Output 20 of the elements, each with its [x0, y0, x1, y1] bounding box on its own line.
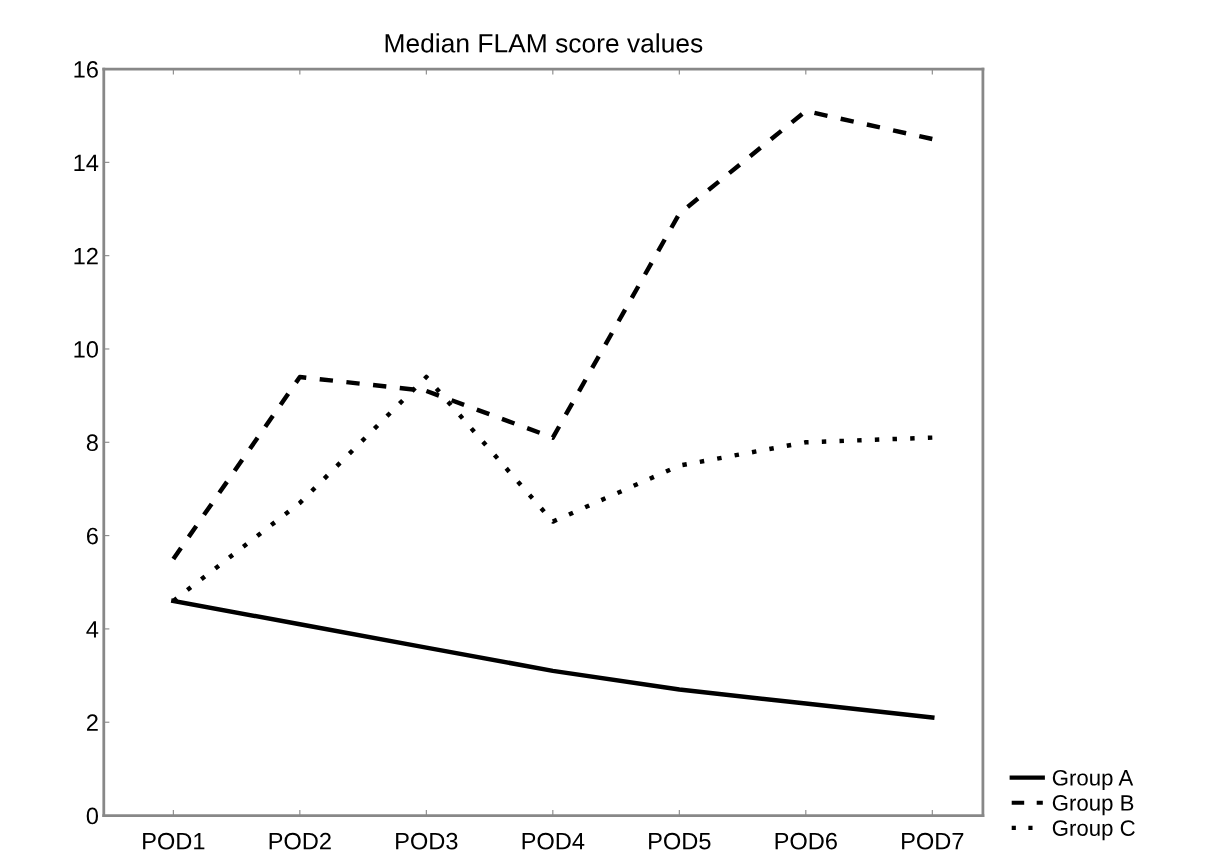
y-tick-label: 0	[86, 807, 98, 825]
x-tick-label: POD1	[143, 832, 205, 850]
x-tick-label: POD3	[396, 832, 458, 850]
y-tick-label: 12	[74, 247, 98, 265]
y-tick-label: 6	[86, 527, 98, 545]
x-tick-label: POD4	[522, 832, 585, 850]
y-tick-label: 16	[74, 61, 98, 78]
x-tick-label: POD2	[269, 832, 331, 850]
x-tick-label: POD6	[775, 832, 837, 850]
legend-label: Group A	[1052, 769, 1134, 791]
x-tick-label: POD5	[649, 832, 711, 850]
chart-title: Median FLAM score values	[385, 33, 703, 53]
x-tick-label: POD7	[902, 832, 964, 850]
legend-label: Group B	[1052, 795, 1134, 816]
y-tick-label: 10	[74, 341, 98, 358]
legend-label: Group C	[1052, 820, 1135, 841]
y-tick-label: 4	[86, 621, 99, 638]
y-tick-label: 2	[86, 714, 98, 731]
y-tick-label: 14	[74, 154, 99, 171]
y-tick-label: 8	[86, 434, 98, 452]
